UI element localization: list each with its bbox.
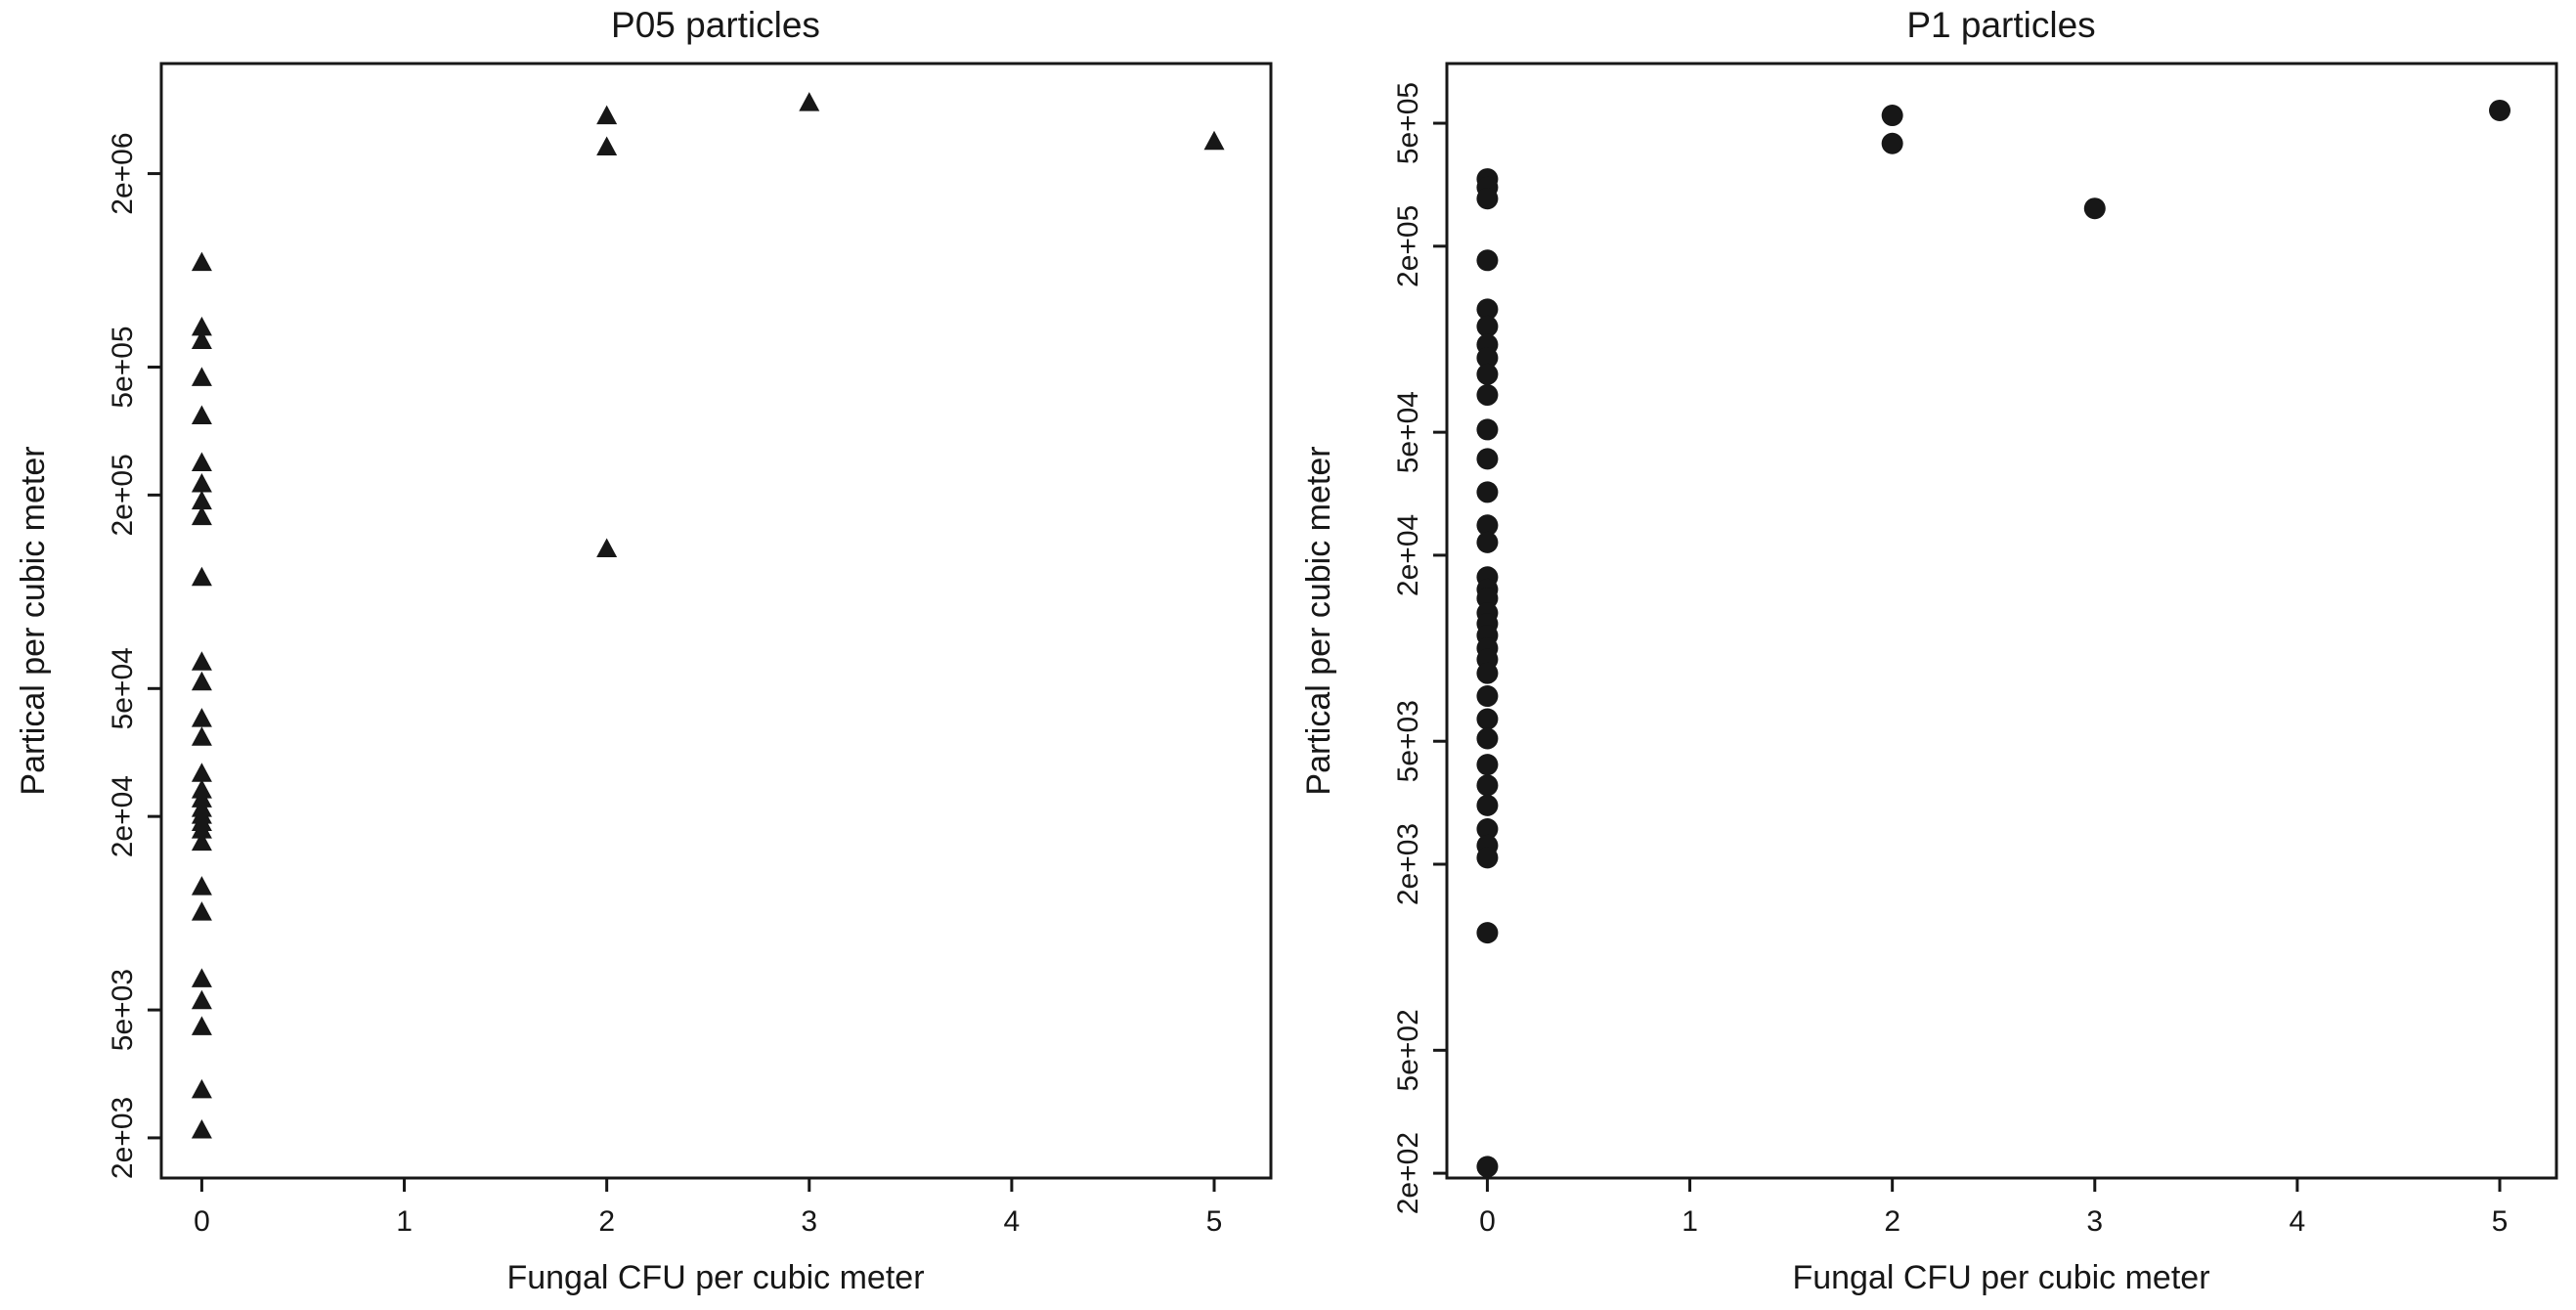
- plot-area: 0 1 2 3 4 5 2e+03 5e+03 2e+04 5e+04 2e+05 5e+05 2e+0…: [107, 62, 1273, 1238]
- x-tick-label: 1: [1681, 1205, 1698, 1238]
- y-tick-label: 2e+03: [107, 1097, 139, 1179]
- plot-svg-p05: P05 particles Fungal CFU per cubic meter…: [15, 5, 1273, 1296]
- data-point: [191, 788, 212, 808]
- data-point: [1476, 188, 1499, 210]
- data-point: [191, 329, 212, 349]
- plot-svg-p1: P1 particles Fungal CFU per cubic meter …: [1300, 5, 2558, 1296]
- x-tick-label: 5: [1206, 1205, 1223, 1238]
- data-point: [1476, 754, 1499, 776]
- data-point: [1881, 132, 1903, 154]
- data-point: [191, 490, 212, 510]
- data-point: [1476, 363, 1499, 385]
- data-point: [596, 136, 618, 156]
- data-point: [1476, 347, 1499, 370]
- data-point: [191, 901, 212, 921]
- data-point: [191, 968, 212, 987]
- data-point: [1476, 817, 1499, 840]
- data-point: [1476, 662, 1499, 684]
- data-point: [191, 566, 212, 587]
- y-tick-label: 2e+04: [107, 775, 139, 857]
- data-point: [1476, 315, 1499, 337]
- x-tick-label: 3: [801, 1205, 817, 1238]
- data-point: [1476, 481, 1499, 503]
- data-point: [1476, 418, 1499, 441]
- data-point: [191, 763, 212, 782]
- x-tick-label: 4: [1004, 1205, 1021, 1238]
- y-tick-label: 2e+05: [1392, 205, 1424, 287]
- x-tick-label: 0: [194, 1205, 210, 1238]
- data-point: [2489, 99, 2511, 121]
- data-point: [191, 726, 212, 746]
- x-tick-label: 4: [2290, 1205, 2306, 1238]
- data-point: [191, 316, 212, 336]
- y-tick-label: 5e+05: [1392, 82, 1424, 164]
- data-point: [191, 876, 212, 895]
- data-point: [191, 1016, 212, 1035]
- y-tick-label: 2e+05: [107, 454, 139, 536]
- data-point: [1476, 514, 1499, 537]
- data-point: [191, 251, 212, 272]
- data-point: [191, 819, 212, 839]
- y-tick-label: 2e+03: [1392, 823, 1424, 905]
- x-tick-label: 5: [2492, 1205, 2509, 1238]
- data-point: [1476, 249, 1499, 272]
- y-tick-label: 2e+06: [107, 132, 139, 214]
- data-point: [1476, 847, 1499, 869]
- plot-frame: [159, 62, 1273, 1180]
- data-point: [191, 651, 212, 671]
- data-point: [1476, 794, 1499, 816]
- plot-frame: [1445, 62, 2558, 1180]
- data-point: [596, 105, 618, 125]
- y-tick-label: 2e+04: [1392, 514, 1424, 596]
- y-tick-label: 5e+04: [1392, 391, 1424, 473]
- data-point: [1476, 1156, 1499, 1178]
- data-point: [596, 538, 618, 557]
- data-point: [191, 452, 212, 471]
- y-tick-label: 5e+02: [1392, 1009, 1424, 1091]
- data-point: [191, 1118, 212, 1139]
- data-point: [191, 1078, 212, 1099]
- x-tick-label: 1: [396, 1205, 413, 1238]
- data-point: [1881, 105, 1903, 127]
- data-point: [1476, 708, 1499, 730]
- data-point: [191, 989, 212, 1010]
- data-point: [1476, 298, 1499, 321]
- data-point: [1203, 130, 1225, 151]
- data-point: [799, 92, 820, 111]
- x-tick-label: 2: [1884, 1205, 1900, 1238]
- y-tick-label: 5e+04: [107, 647, 139, 729]
- chart-title: P1 particles: [1906, 5, 2095, 45]
- data-point: [1476, 448, 1499, 470]
- x-axis-label: Fungal CFU per cubic meter: [506, 1259, 924, 1296]
- y-tick-label: 5e+03: [1392, 700, 1424, 782]
- data-point: [1476, 727, 1499, 750]
- y-axis-label: Partical per cubic meter: [1300, 446, 1337, 795]
- data-point: [191, 671, 212, 691]
- chart-p05: P05 particles Fungal CFU per cubic meter…: [15, 0, 1276, 1310]
- x-tick-label: 2: [598, 1205, 615, 1238]
- x-tick-label: 0: [1479, 1205, 1496, 1238]
- y-tick-label: 5e+03: [107, 969, 139, 1051]
- data-point: [191, 708, 212, 727]
- data-point: [191, 505, 212, 526]
- data-point: [191, 405, 212, 424]
- x-axis-label: Fungal CFU per cubic meter: [1792, 1259, 2209, 1296]
- x-tick-label: 3: [2086, 1205, 2103, 1238]
- data-point: [1476, 774, 1499, 797]
- chart-p1: P1 particles Fungal CFU per cubic meter …: [1300, 0, 2561, 1310]
- data-point: [1476, 531, 1499, 553]
- y-axis-label: Partical per cubic meter: [15, 446, 52, 795]
- data-point: [1476, 384, 1499, 407]
- chart-title: P05 particles: [611, 5, 820, 45]
- data-point: [191, 831, 212, 852]
- data-point: [2083, 197, 2106, 220]
- data-point: [1476, 922, 1499, 944]
- data-point: [191, 367, 212, 386]
- data-point: [1476, 685, 1499, 708]
- y-tick-label: 5e+05: [107, 326, 139, 408]
- y-tick-label: 2e+02: [1392, 1132, 1424, 1214]
- data-point: [191, 473, 212, 493]
- plot-area: 0 1 2 3 4 5 2e+02 5e+02 2e+03 5e+03 2e+04 5e+04 2e+0…: [1392, 62, 2558, 1238]
